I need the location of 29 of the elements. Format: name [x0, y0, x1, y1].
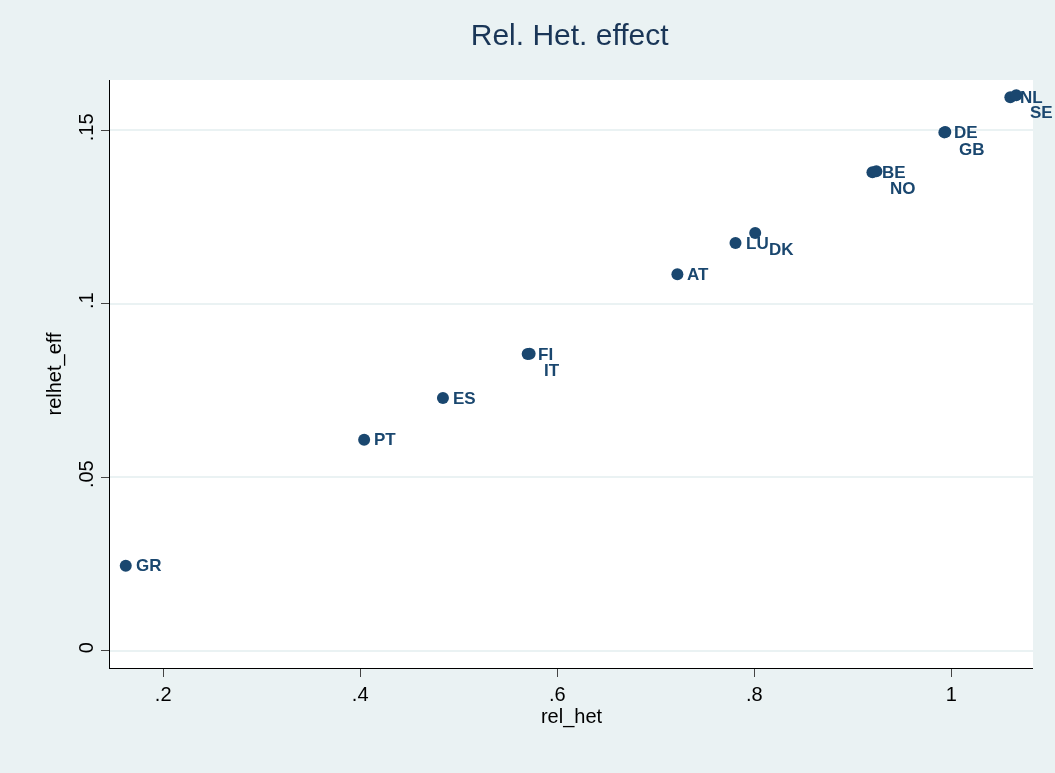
point — [358, 433, 371, 446]
point — [119, 559, 132, 572]
y-tick-label: .05 — [75, 460, 97, 489]
x-axis-title: rel_het — [540, 705, 603, 728]
annotation: DE — [954, 123, 978, 142]
annotation: GB — [959, 140, 985, 159]
y-axis-title: relhet_eff — [42, 332, 66, 416]
y-tick-label: 0 — [75, 642, 97, 654]
x-tick-label: .6 — [548, 683, 566, 705]
point — [436, 392, 449, 405]
annotation: AT — [687, 265, 710, 284]
annotation: IT — [544, 361, 560, 380]
x-tick-label: .8 — [745, 683, 763, 705]
annotation: GR — [136, 556, 162, 575]
point — [729, 237, 742, 250]
chart-title: Rel. Het. effect — [470, 18, 670, 52]
x-tick-label: 1 — [945, 683, 957, 705]
y-tick-label: .15 — [75, 113, 97, 142]
annotation: NO — [890, 179, 916, 198]
x-tick-label: .4 — [351, 683, 369, 705]
annotation: DK — [769, 240, 795, 259]
point — [671, 268, 684, 281]
x-tick-label: .2 — [154, 683, 172, 705]
annotation: ES — [453, 389, 476, 408]
annotation: FI — [538, 345, 554, 364]
annotation: LU — [746, 234, 769, 253]
annotation: PT — [374, 430, 397, 449]
y-tick-label: .1 — [75, 292, 97, 310]
annotation: BE — [882, 163, 906, 182]
